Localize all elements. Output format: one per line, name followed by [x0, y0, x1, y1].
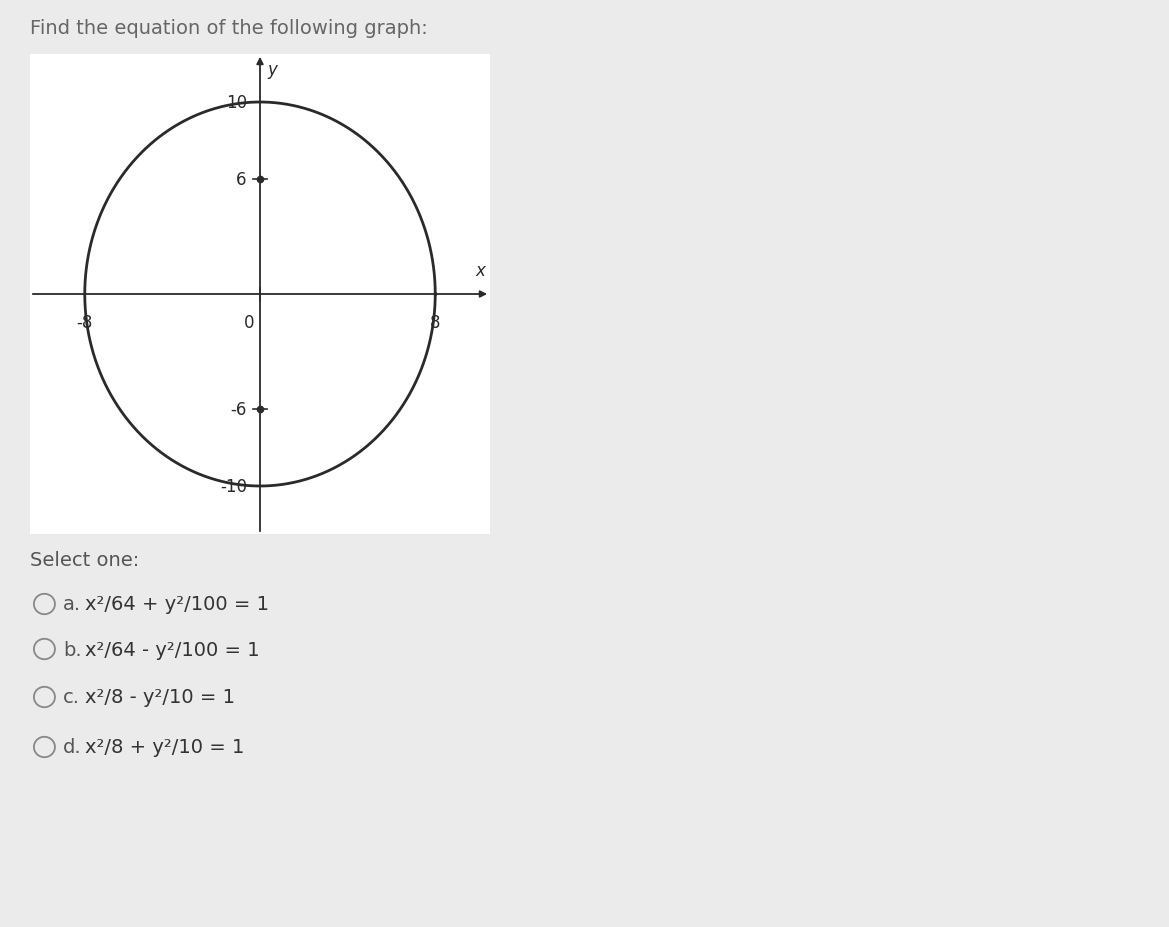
- Text: x²/64 - y²/100 = 1: x²/64 - y²/100 = 1: [85, 640, 260, 659]
- Text: b.: b.: [63, 640, 82, 659]
- Text: Select one:: Select one:: [30, 550, 139, 569]
- Text: y: y: [268, 60, 277, 79]
- Text: a.: a.: [63, 595, 82, 614]
- Text: 10: 10: [226, 94, 247, 112]
- Text: -8: -8: [77, 314, 94, 332]
- Text: -6: -6: [230, 400, 247, 419]
- Text: Find the equation of the following graph:: Find the equation of the following graph…: [30, 19, 428, 37]
- Text: -10: -10: [220, 477, 247, 495]
- Text: x: x: [476, 261, 485, 279]
- Text: c.: c.: [63, 688, 81, 706]
- Text: x²/8 + y²/10 = 1: x²/8 + y²/10 = 1: [85, 738, 244, 756]
- Text: d.: d.: [63, 738, 82, 756]
- Text: 0: 0: [244, 314, 255, 332]
- Text: 6: 6: [236, 171, 247, 188]
- Text: x²/8 - y²/10 = 1: x²/8 - y²/10 = 1: [85, 688, 235, 706]
- Text: 8: 8: [430, 314, 441, 332]
- Text: x²/64 + y²/100 = 1: x²/64 + y²/100 = 1: [85, 595, 269, 614]
